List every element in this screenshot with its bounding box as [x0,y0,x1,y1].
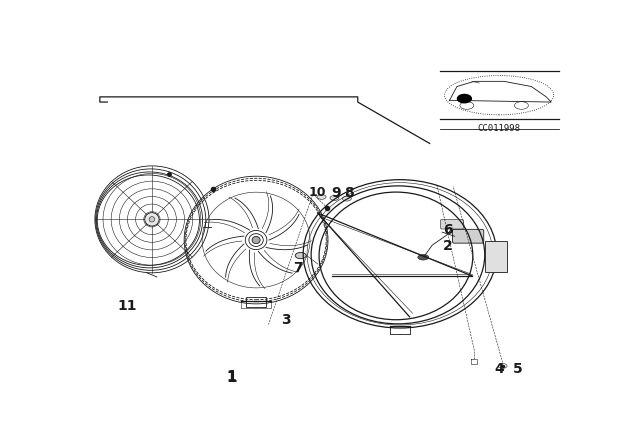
Ellipse shape [145,213,159,226]
Text: 7: 7 [293,261,303,276]
Text: 1: 1 [226,370,237,385]
FancyBboxPatch shape [440,220,463,229]
Ellipse shape [149,217,155,222]
Ellipse shape [317,194,326,199]
Ellipse shape [330,195,339,200]
Ellipse shape [418,254,429,260]
Text: 6: 6 [444,223,453,237]
Text: 10: 10 [308,186,326,199]
Ellipse shape [458,95,471,103]
Text: 8: 8 [344,186,354,200]
Text: 4: 4 [494,362,504,376]
Ellipse shape [252,237,260,244]
Text: 2: 2 [443,239,453,253]
Ellipse shape [342,196,351,201]
FancyBboxPatch shape [452,229,484,243]
Text: 5: 5 [513,362,522,376]
Bar [485,241,508,272]
Text: CC011998: CC011998 [477,124,520,133]
Ellipse shape [295,253,306,258]
Text: 1: 1 [227,370,236,384]
Text: 11: 11 [118,299,138,313]
Text: 3: 3 [281,313,291,327]
Text: 9: 9 [332,186,341,200]
